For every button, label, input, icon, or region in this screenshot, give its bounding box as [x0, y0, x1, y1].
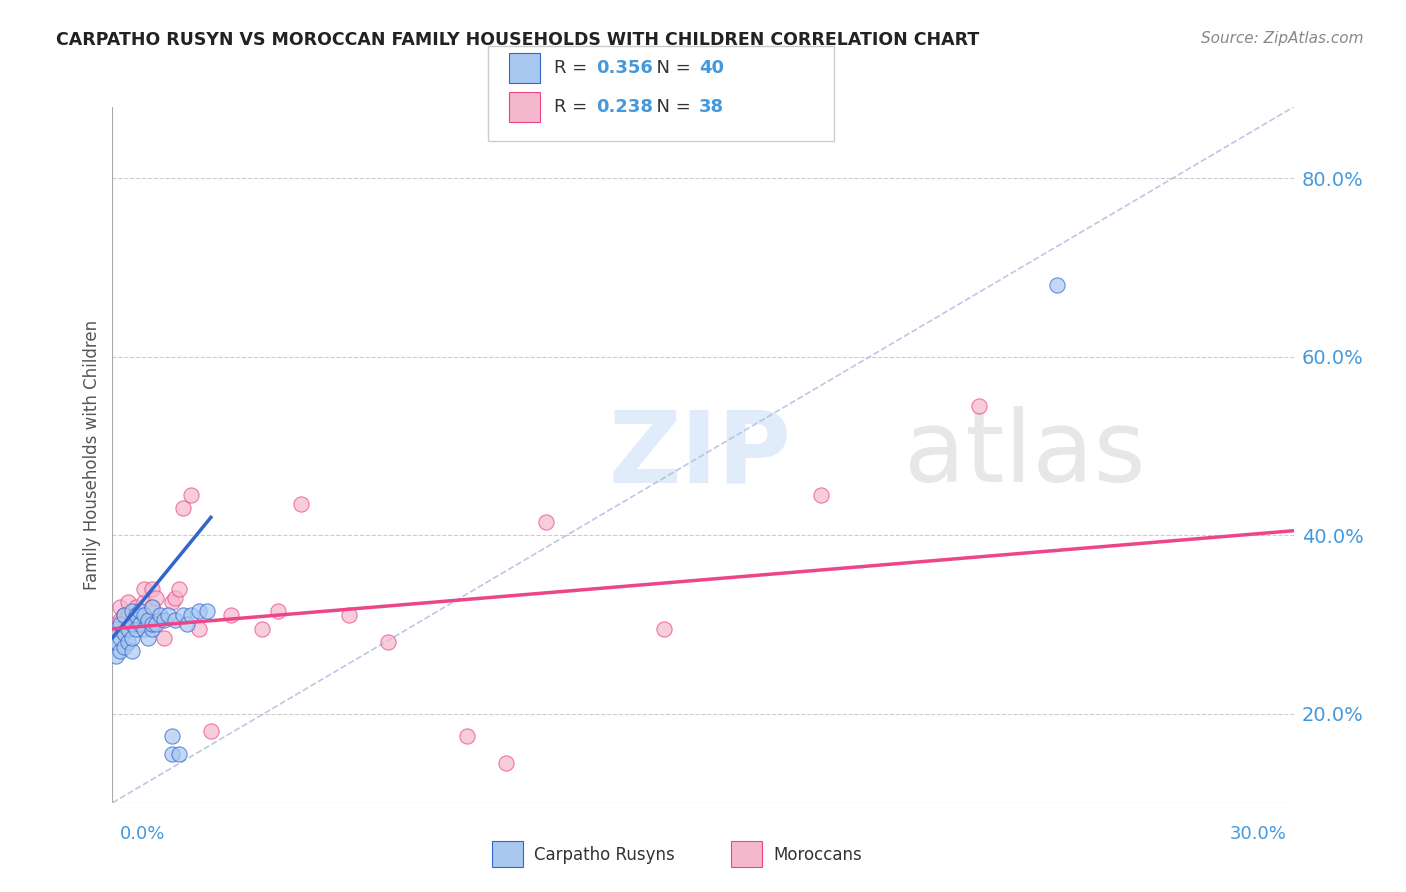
Point [141, 617, 163, 632]
Text: atlas: atlas [904, 407, 1146, 503]
Point [160, 595, 183, 609]
Point [149, 613, 172, 627]
Point [132, 582, 155, 596]
Point [160, 747, 183, 761]
Point [125, 617, 148, 632]
Point [377, 635, 399, 649]
Point [112, 608, 135, 623]
Point [132, 622, 155, 636]
Point [267, 604, 290, 618]
Point [129, 617, 152, 632]
Point [112, 640, 135, 654]
Point [250, 622, 273, 636]
Text: R =: R = [554, 98, 593, 116]
Text: Carpatho Rusyns: Carpatho Rusyns [534, 847, 675, 864]
Point [534, 515, 557, 529]
Point [1046, 278, 1069, 293]
Point [169, 582, 191, 596]
Point [112, 608, 135, 623]
Text: ZIP: ZIP [609, 407, 792, 503]
Point [129, 608, 152, 623]
Point [169, 747, 191, 761]
Text: N =: N = [645, 98, 697, 116]
Point [337, 608, 360, 623]
Point [180, 488, 202, 502]
Point [110, 631, 132, 645]
Point [121, 644, 143, 658]
Point [136, 613, 159, 627]
Point [456, 729, 478, 743]
Text: CARPATHO RUSYN VS MOROCCAN FAMILY HOUSEHOLDS WITH CHILDREN CORRELATION CHART: CARPATHO RUSYN VS MOROCCAN FAMILY HOUSEH… [56, 31, 980, 49]
Text: 30.0%: 30.0% [1230, 825, 1286, 843]
Point [141, 582, 163, 596]
Point [136, 617, 159, 632]
Point [145, 591, 167, 605]
Point [141, 599, 163, 614]
Point [160, 729, 183, 743]
Point [125, 599, 148, 614]
Point [290, 497, 312, 511]
Point [145, 617, 167, 632]
Point [156, 608, 179, 623]
Point [219, 608, 242, 623]
Text: Moroccans: Moroccans [773, 847, 862, 864]
Point [112, 626, 135, 640]
Point [967, 399, 990, 413]
Point [152, 613, 174, 627]
Point [200, 724, 222, 739]
Point [105, 622, 128, 636]
Text: Source: ZipAtlas.com: Source: ZipAtlas.com [1201, 31, 1364, 46]
Point [136, 631, 159, 645]
Point [117, 635, 139, 649]
Point [141, 599, 163, 614]
Point [141, 622, 163, 636]
Point [195, 604, 218, 618]
Point [188, 604, 211, 618]
Point [110, 613, 132, 627]
Text: N =: N = [645, 59, 697, 77]
Point [810, 488, 832, 502]
Point [652, 622, 675, 636]
Point [110, 644, 132, 658]
Text: 38: 38 [699, 98, 724, 116]
Point [112, 622, 135, 636]
Point [121, 617, 143, 632]
Point [180, 608, 202, 623]
Text: 0.356: 0.356 [596, 59, 652, 77]
Point [105, 635, 128, 649]
Point [121, 604, 143, 618]
Text: R =: R = [554, 59, 593, 77]
Point [176, 617, 198, 632]
Point [117, 608, 139, 623]
Point [125, 622, 148, 636]
Point [105, 648, 128, 663]
Point [132, 608, 155, 623]
Point [125, 608, 148, 623]
Text: 0.0%: 0.0% [120, 825, 165, 843]
Point [110, 617, 132, 632]
Point [495, 756, 517, 770]
Point [110, 599, 132, 614]
Point [172, 608, 194, 623]
Point [132, 595, 155, 609]
Point [165, 591, 187, 605]
Point [117, 622, 139, 636]
Point [152, 631, 174, 645]
Point [188, 622, 211, 636]
Point [129, 604, 152, 618]
Text: 0.238: 0.238 [596, 98, 654, 116]
Point [165, 613, 187, 627]
Point [105, 617, 128, 632]
Point [121, 631, 143, 645]
Point [172, 501, 194, 516]
Point [117, 595, 139, 609]
Point [121, 613, 143, 627]
Y-axis label: Family Households with Children: Family Households with Children [83, 320, 101, 590]
Text: 40: 40 [699, 59, 724, 77]
Point [149, 608, 172, 623]
